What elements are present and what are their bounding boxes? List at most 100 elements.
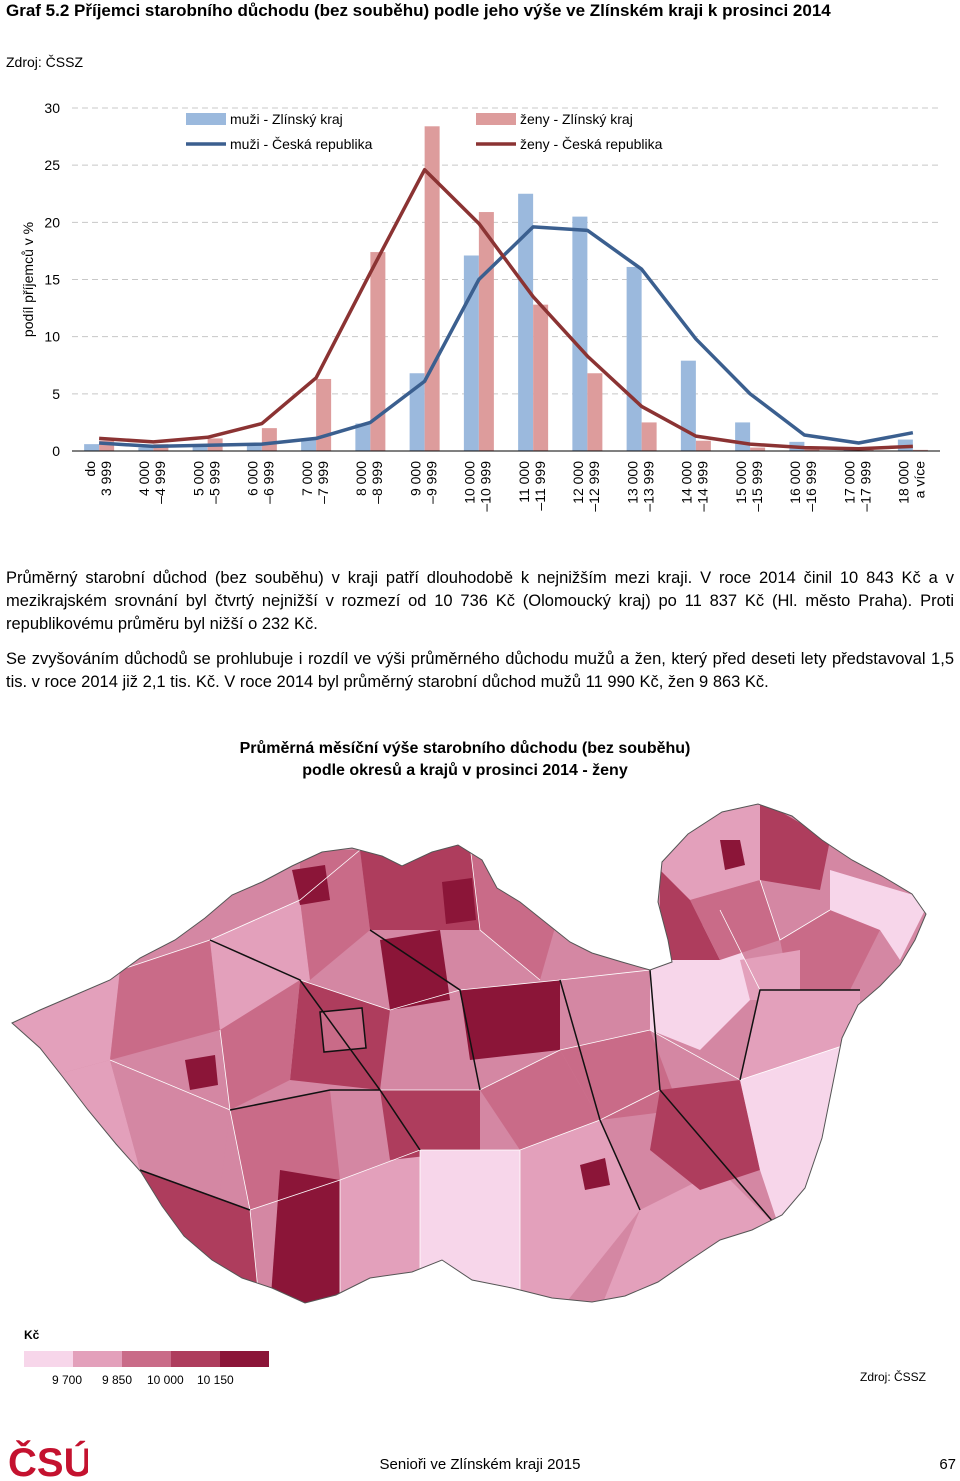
bar xyxy=(587,373,603,451)
x-tick-label: 17 000 xyxy=(841,461,857,504)
map-source: Zdroj: ČSSZ xyxy=(860,1370,927,1384)
x-tick-label: 5 000 xyxy=(190,461,206,496)
series-line xyxy=(99,167,913,451)
y-axis-label: podíl příjemců v % xyxy=(20,222,36,337)
bar xyxy=(478,212,494,451)
bar xyxy=(301,438,317,451)
x-tick-label: 13 000 xyxy=(624,461,640,504)
csu-logo-text: ČSÚ xyxy=(8,1439,88,1480)
legend-swatch xyxy=(220,1351,269,1367)
country-outline xyxy=(11,803,927,1304)
paragraph-gender-gap: Se zvyšováním důchodů se prohlubuje i ro… xyxy=(6,650,954,691)
x-tick-label: 14 000 xyxy=(679,461,695,504)
map-title-line2: podle okresů a krajů v prosinci 2014 - ž… xyxy=(302,762,628,779)
y-tick-label: 10 xyxy=(44,329,60,345)
recipients-chart: 0 5 10 15 20 25 30 podíl příjemců v % do 3 999 4 0… xyxy=(20,100,940,512)
x-tick-label: 10 000 xyxy=(462,461,478,504)
y-tick-label: 30 xyxy=(44,100,60,116)
bar xyxy=(138,447,154,451)
legend-label: ženy - Zlínský kraj xyxy=(520,111,633,127)
csu-logo: ČSÚ xyxy=(8,1439,88,1480)
y-tick-label: 25 xyxy=(44,157,60,173)
graph-source: Zdroj: ČSSZ xyxy=(6,54,84,70)
bar xyxy=(518,193,534,451)
x-tick-label: –16 999 xyxy=(803,461,819,512)
bar xyxy=(641,422,657,451)
bar xyxy=(804,448,820,451)
x-tick-label: 15 000 xyxy=(733,461,749,504)
x-tick-label: 8 000 xyxy=(353,461,369,496)
x-tick-label: –9 999 xyxy=(423,461,439,504)
bar xyxy=(463,255,479,451)
legend-value: 9 850 xyxy=(102,1373,133,1387)
choropleth-map-cz xyxy=(11,803,927,1304)
y-tick-label: 20 xyxy=(44,214,60,230)
x-tick-label: 4 000 xyxy=(136,461,152,496)
bar xyxy=(572,216,588,451)
y-tick-label: 0 xyxy=(52,443,60,459)
legend-value: 9 700 xyxy=(52,1373,83,1387)
x-tick-label: 12 000 xyxy=(570,461,586,504)
x-tick-label: –15 999 xyxy=(749,461,765,512)
series-line xyxy=(99,225,914,449)
legend-value: 10 150 xyxy=(197,1373,234,1387)
bar xyxy=(355,423,371,451)
x-tick-label: 18 000 xyxy=(896,461,912,504)
x-tick-label: 3 999 xyxy=(98,461,114,496)
bar xyxy=(316,378,332,451)
bar xyxy=(533,304,549,451)
region-borders xyxy=(139,929,860,1231)
bar xyxy=(858,449,874,451)
x-tick-label: –12 999 xyxy=(586,461,602,512)
chart-bars xyxy=(84,126,928,451)
map-districts xyxy=(12,804,926,1303)
legend-swatch xyxy=(24,1351,73,1367)
chart-grid xyxy=(72,107,940,395)
x-tick-label: 11 000 xyxy=(516,461,532,503)
x-tick-label: –4 999 xyxy=(152,461,168,504)
bar xyxy=(261,428,277,451)
bar xyxy=(750,447,766,451)
y-tick-label: 5 xyxy=(52,386,60,402)
x-tick-label: do xyxy=(82,461,98,477)
x-tick-label: –5 999 xyxy=(206,461,222,504)
x-tick-label: 16 000 xyxy=(787,461,803,504)
map-title-line1: Průměrná měsíční výše starobního důchodu… xyxy=(239,740,691,757)
bar xyxy=(912,449,928,451)
legend-swatch xyxy=(476,113,516,125)
x-tick-label: 9 000 xyxy=(407,461,423,496)
bar xyxy=(192,446,208,451)
bar xyxy=(99,440,115,451)
bar xyxy=(680,360,696,451)
legend-label: muži - Česká republika xyxy=(230,136,373,152)
legend-swatch xyxy=(73,1351,122,1367)
x-tick-label: –11 999 xyxy=(532,461,548,511)
map-title: Průměrná měsíční výše starobního důchodu… xyxy=(0,738,930,782)
legend-unit-label: Kč xyxy=(24,1328,40,1342)
x-tick-label: 6 000 xyxy=(245,461,261,496)
bar xyxy=(424,126,440,451)
bar xyxy=(626,266,642,451)
bar xyxy=(370,252,386,451)
bar xyxy=(735,422,751,451)
bar xyxy=(409,373,425,451)
bar xyxy=(246,444,262,451)
legend-label: muži - Zlínský kraj xyxy=(230,111,343,127)
legend-swatch xyxy=(171,1351,220,1367)
x-tick-label: 7 000 xyxy=(299,461,315,496)
legend-value: 10 000 xyxy=(147,1373,184,1387)
bar xyxy=(695,440,711,451)
legend-label: ženy - Česká republika xyxy=(520,136,663,152)
footer-publication: Senioři ve Zlínském kraji 2015 xyxy=(379,1456,581,1473)
legend-swatch xyxy=(122,1351,171,1367)
legend-swatch xyxy=(186,113,226,125)
footer-page-number: 67 xyxy=(939,1456,956,1473)
chart-legend: muži - Zlínský kraj ženy - Zlínský kraj mu… xyxy=(186,111,663,152)
x-tick-label: –13 999 xyxy=(640,461,656,512)
y-tick-label: 15 xyxy=(44,272,60,288)
x-tick-label: –14 999 xyxy=(695,461,711,512)
x-tick-label: –8 999 xyxy=(369,461,385,504)
paragraph-average-pension: Průměrný starobní důchod (bez souběhu) v… xyxy=(6,569,954,633)
x-tick-label: –7 999 xyxy=(315,461,331,504)
x-tick-label: –17 999 xyxy=(857,461,873,512)
